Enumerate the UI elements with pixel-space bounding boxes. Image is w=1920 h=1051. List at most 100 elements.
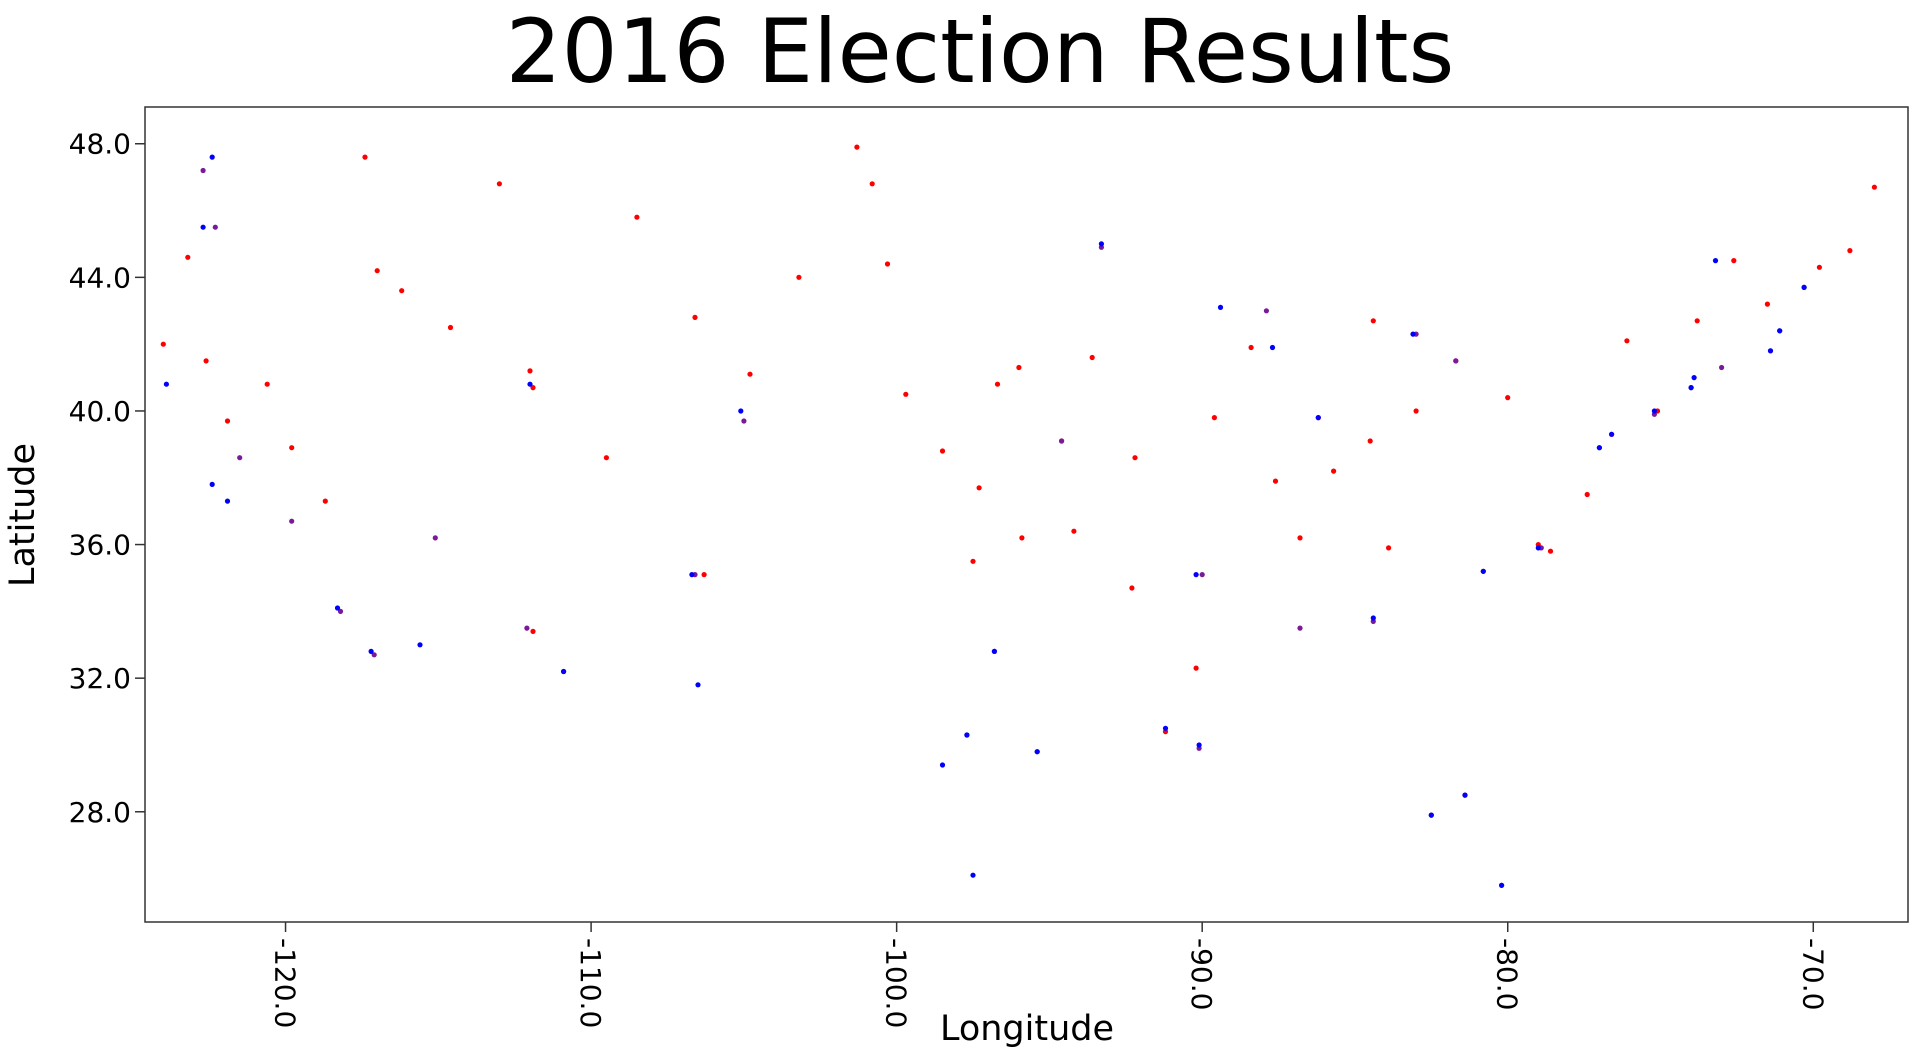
data-point-s0-20 <box>747 371 753 377</box>
data-point-s2-6 <box>368 648 374 655</box>
data-point-s2-1 <box>200 224 206 230</box>
data-point-s1-5 <box>371 652 377 658</box>
data-point-s0-9 <box>399 288 405 294</box>
data-point-s2-23 <box>1269 344 1276 351</box>
data-point-s1-7 <box>524 625 530 631</box>
data-point-s2-39 <box>1767 348 1774 354</box>
data-point-s0-13 <box>530 385 536 391</box>
data-point-s0-4 <box>264 381 270 387</box>
data-point-s1-6 <box>432 535 438 541</box>
data-point-s2-15 <box>970 872 976 878</box>
x-tick-label: -70.0 <box>1796 938 1829 1010</box>
data-point-s0-63 <box>1816 264 1822 270</box>
data-point-s0-34 <box>1089 354 1095 361</box>
data-point-s0-42 <box>1297 535 1303 541</box>
y-tick-label: 28.0 <box>69 796 131 829</box>
data-point-s1-27 <box>1719 364 1725 371</box>
x-tick-label: -100.0 <box>880 938 913 1028</box>
y-tick-label: 36.0 <box>69 529 131 562</box>
plot-area <box>144 106 1909 923</box>
data-point-s1-3 <box>289 518 295 524</box>
data-point-s1-9 <box>741 418 747 424</box>
data-point-s0-23 <box>869 181 875 187</box>
data-point-s2-32 <box>1596 445 1602 451</box>
data-point-s0-48 <box>1413 408 1419 414</box>
data-point-s0-1 <box>185 254 191 260</box>
data-point-s0-45 <box>1367 438 1373 444</box>
data-point-s0-56 <box>1584 491 1590 498</box>
data-point-s0-58 <box>1624 338 1630 344</box>
data-point-s2-11 <box>738 408 744 414</box>
data-point-s2-26 <box>1410 331 1416 337</box>
data-point-s2-36 <box>1691 375 1697 381</box>
data-point-s2-22 <box>1217 304 1224 310</box>
data-point-s2-10 <box>689 572 695 578</box>
data-point-s2-21 <box>1196 742 1202 748</box>
data-point-s1-1 <box>212 224 218 230</box>
data-point-s0-10 <box>447 324 454 331</box>
data-point-s2-3 <box>209 481 215 487</box>
data-point-s2-13 <box>939 762 946 768</box>
data-point-s0-18 <box>692 314 698 320</box>
data-point-s0-27 <box>970 558 976 564</box>
data-point-s1-2 <box>237 455 243 461</box>
x-tick-label: -80.0 <box>1491 938 1524 1010</box>
data-point-s2-28 <box>1462 792 1468 798</box>
data-point-s2-16 <box>991 648 998 655</box>
data-point-s2-24 <box>1315 415 1321 421</box>
data-point-s0-36 <box>1132 455 1138 461</box>
data-point-s1-16 <box>1199 572 1205 578</box>
data-point-s0-53 <box>1505 395 1511 401</box>
data-point-s2-38 <box>1777 328 1783 334</box>
data-point-s0-17 <box>634 214 640 220</box>
x-axis-ticks: -120.0 -110.0 -100.0 -90.0 -80.0 -70.0 <box>269 922 1829 1028</box>
data-point-s1-0 <box>200 167 206 174</box>
data-point-s2-14 <box>964 732 970 738</box>
data-point-s0-28 <box>976 485 982 491</box>
data-point-s2-35 <box>1688 385 1694 391</box>
data-point-s2-5 <box>334 605 341 611</box>
y-tick-label: 32.0 <box>69 662 131 695</box>
data-point-s2-0 <box>209 154 215 160</box>
data-point-s0-3 <box>224 418 231 424</box>
x-axis-label: Longitude <box>940 1009 1114 1049</box>
data-point-s0-2 <box>203 358 209 364</box>
data-point-s2-20 <box>1193 572 1199 578</box>
data-point-s2-8 <box>527 381 533 387</box>
data-point-s0-35 <box>1129 585 1135 591</box>
data-point-s0-47 <box>1386 545 1392 551</box>
data-point-s0-33 <box>1071 528 1077 534</box>
data-point-s2-40 <box>1801 284 1807 290</box>
data-point-s2-4 <box>224 498 231 504</box>
data-point-s1-17 <box>1263 308 1269 314</box>
data-point-s1-21 <box>1453 358 1459 364</box>
data-point-s1-4 <box>337 608 344 615</box>
y-tick-label: 48.0 <box>69 128 131 161</box>
data-point-s0-25 <box>903 391 909 397</box>
y-tick-label: 44.0 <box>69 261 131 294</box>
data-point-s0-12 <box>527 368 533 374</box>
data-point-s2-31 <box>1535 545 1541 551</box>
data-point-s0-41 <box>1272 478 1279 484</box>
data-point-s0-7 <box>362 154 368 160</box>
data-point-s2-18 <box>1098 241 1104 247</box>
data-point-s0-26 <box>939 448 946 454</box>
data-point-s0-16 <box>603 455 610 461</box>
data-point-s0-24 <box>884 261 891 267</box>
y-axis-ticks: 28.0 32.0 36.0 40.0 44.0 48.0 <box>69 128 145 829</box>
data-point-s0-30 <box>1016 364 1022 371</box>
data-point-s1-18 <box>1297 625 1303 631</box>
data-point-s2-2 <box>163 381 169 387</box>
data-point-s0-61 <box>1731 258 1737 264</box>
data-point-s0-46 <box>1370 318 1376 324</box>
y-tick-label: 40.0 <box>69 395 131 428</box>
data-point-s0-40 <box>1248 344 1254 351</box>
x-tick-label: -110.0 <box>574 938 607 1028</box>
data-point-s0-19 <box>701 572 707 578</box>
data-point-s2-29 <box>1499 882 1505 888</box>
data-point-s2-9 <box>561 668 567 675</box>
data-point-s0-60 <box>1694 318 1700 324</box>
data-point-s0-14 <box>530 628 536 635</box>
data-point-s0-11 <box>496 181 502 187</box>
